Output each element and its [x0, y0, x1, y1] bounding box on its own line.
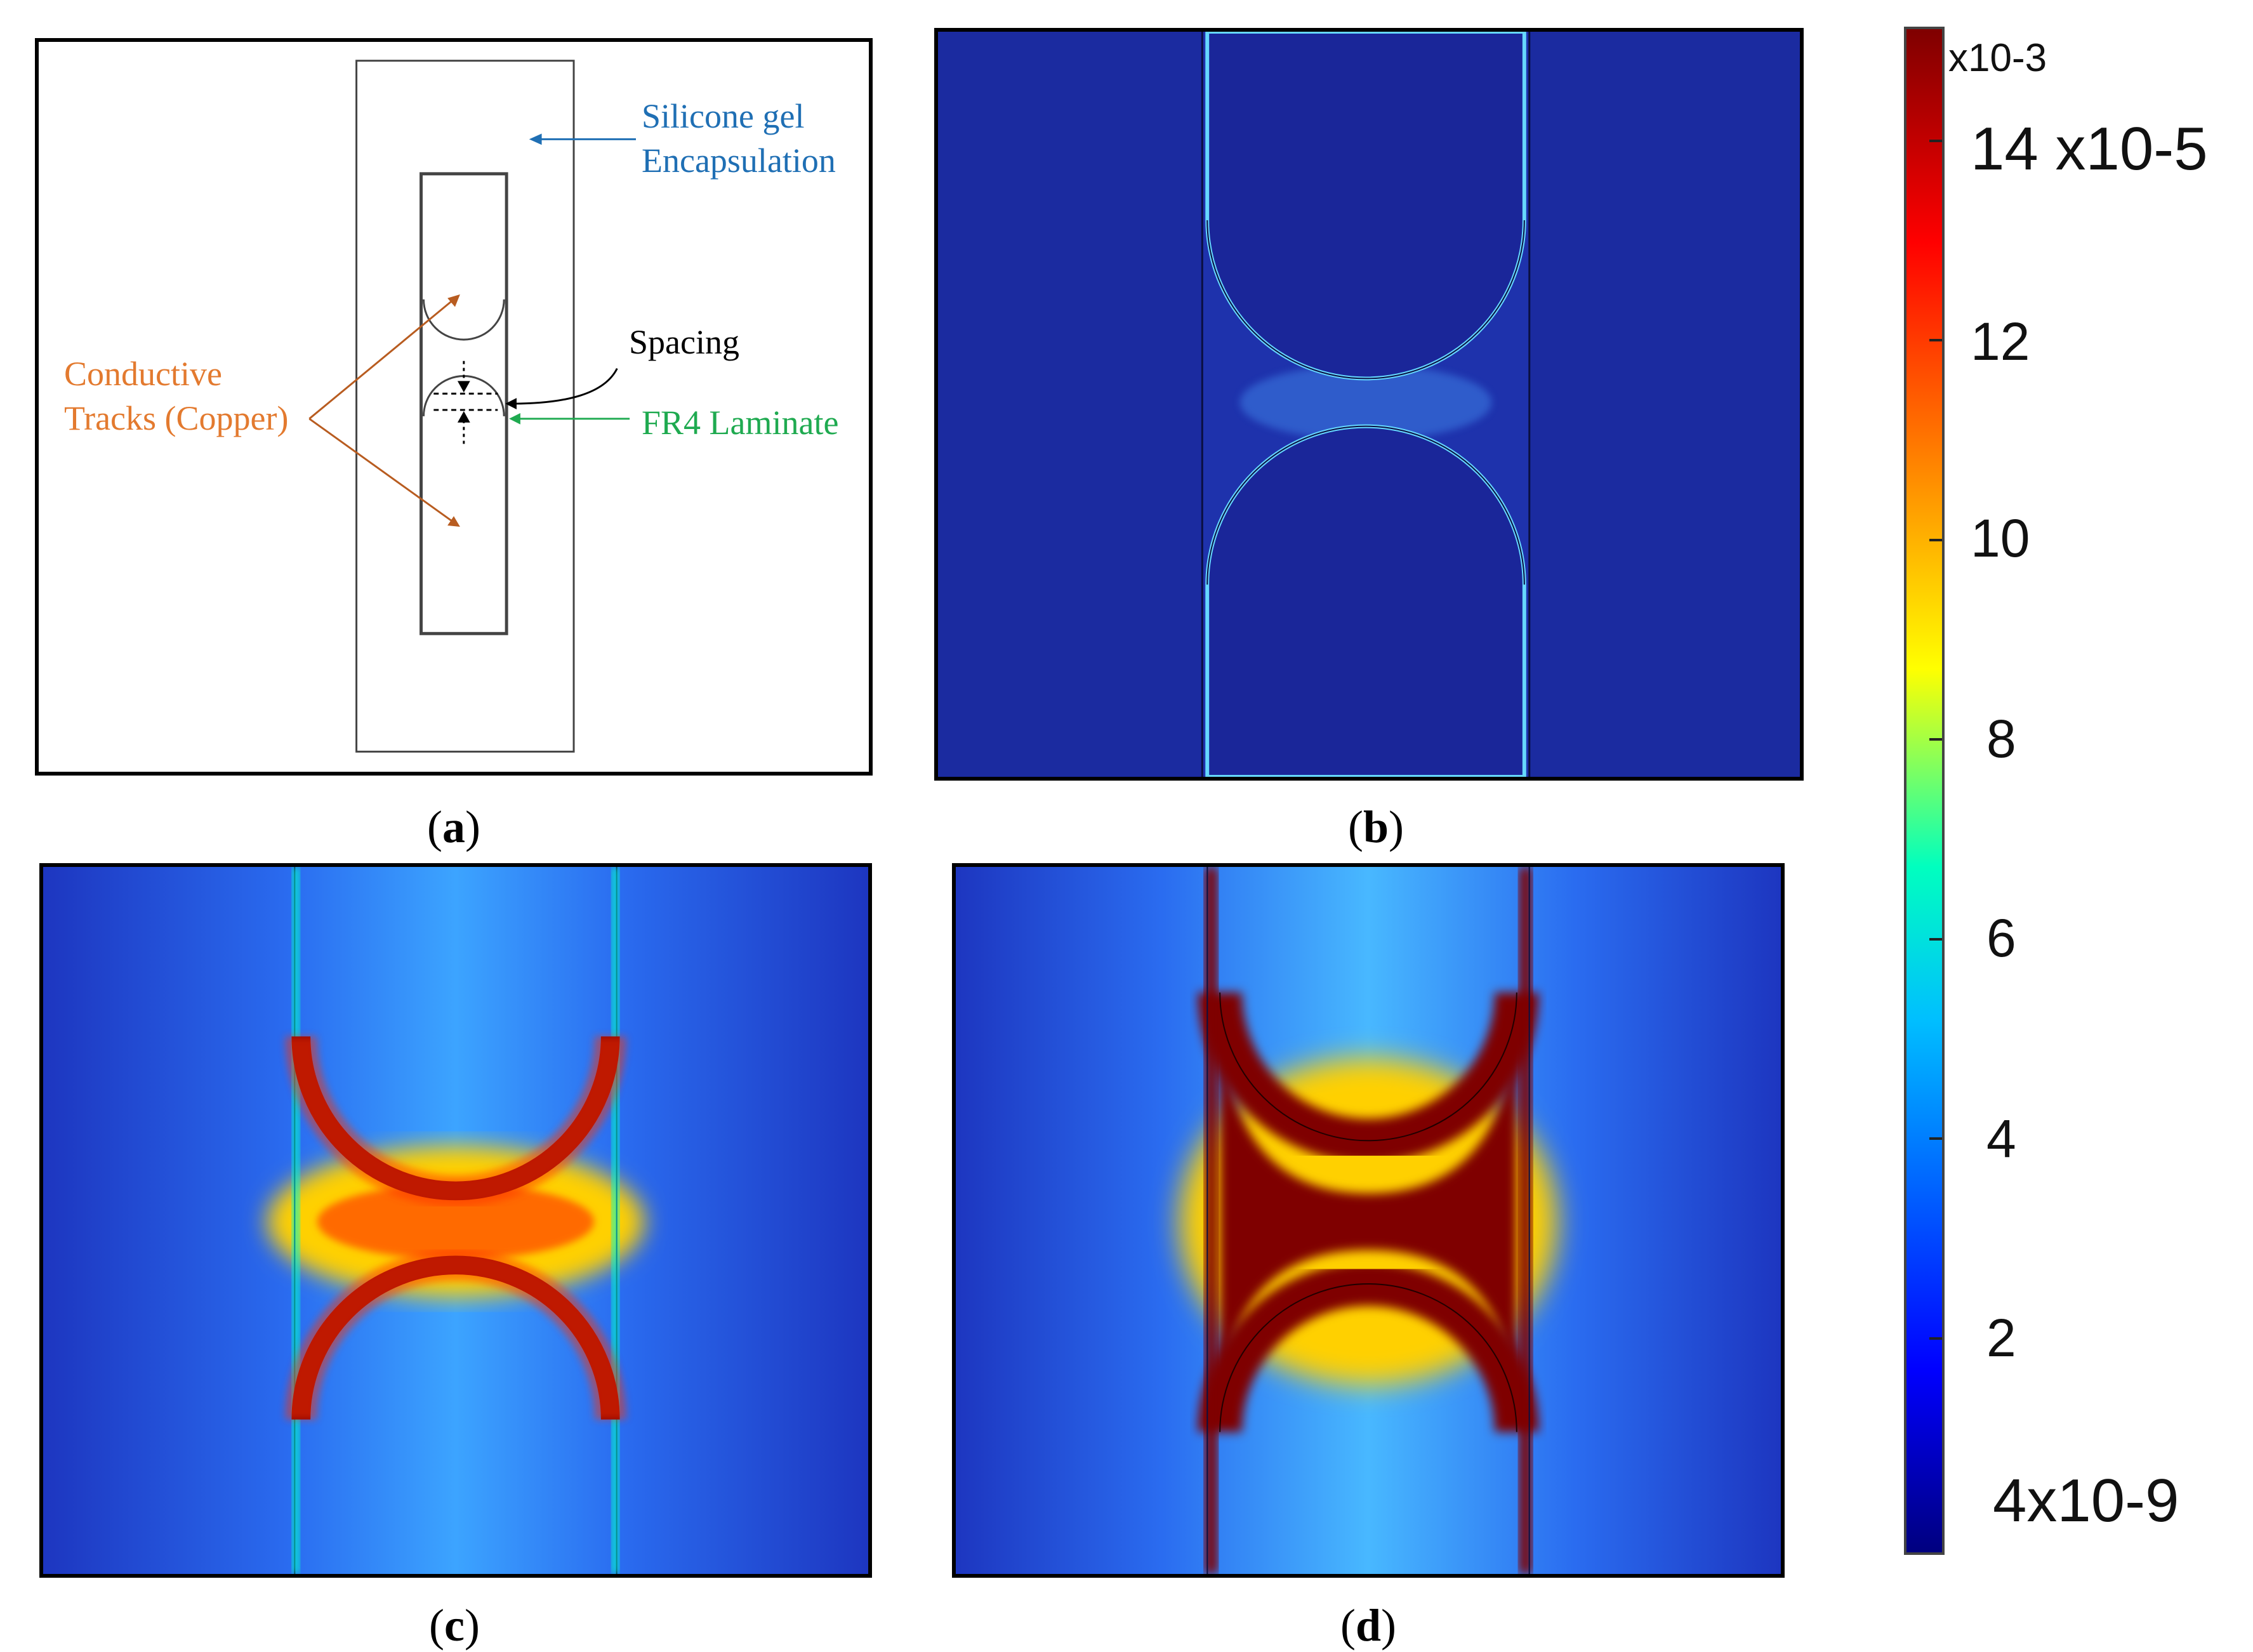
- colorbar-tick-2: 2: [1986, 1308, 2016, 1368]
- silicone-label: Silicone gel Encapsulation: [642, 97, 836, 180]
- spacing-arrow-down-icon: [457, 381, 470, 393]
- panel-c-field: [39, 863, 872, 1578]
- colorbar-tick-8: 8: [1986, 709, 2016, 769]
- conductive-arrow-down-icon: [447, 516, 460, 527]
- fr4-label: FR4 Laminate: [642, 404, 839, 442]
- hot-region: [1220, 992, 1517, 1432]
- colorbar-tick-6: 6: [1986, 908, 2016, 968]
- colorbar-max-label: 14 x10-5: [1971, 115, 2208, 183]
- spacing-pointer-icon: [505, 398, 517, 409]
- caption-b: (b): [1347, 802, 1404, 852]
- panel-a-schematic: Silicone gel Encapsulation Conductive Tr…: [35, 38, 873, 776]
- schematic-drawing: [308, 60, 637, 753]
- conductive-label: Conductive Tracks (Copper): [64, 355, 289, 437]
- laminate-outline: [420, 172, 508, 635]
- colorbar-min-label: 4x10-9: [1993, 1467, 2179, 1535]
- spacing-arrow-up-icon: [457, 411, 470, 423]
- upper-track-arc: [423, 299, 505, 341]
- silicone-arrow-icon: [529, 133, 542, 145]
- colorbar-tick-4: 4: [1986, 1109, 2016, 1168]
- panel-b-field: [934, 28, 1804, 781]
- spacing-label: Spacing: [629, 323, 739, 361]
- fr4-arrow-icon: [509, 413, 520, 425]
- colorbar-tick-12: 12: [1971, 312, 2030, 371]
- track-upper: [1205, 32, 1526, 381]
- track-lower: [1205, 424, 1526, 777]
- panel-d-field: [952, 863, 1785, 1578]
- colorbar-tick-marks: [1904, 27, 1945, 1550]
- caption-c: (c): [429, 1600, 480, 1651]
- colorbar-multiplier: x10-3: [1948, 36, 2047, 80]
- colorbar-tick-10: 10: [1971, 508, 2030, 568]
- conductive-arrow-up-icon: [447, 294, 460, 307]
- caption-a: (a): [427, 802, 480, 852]
- encapsulation-outline: [355, 60, 575, 753]
- caption-d: (d): [1340, 1600, 1396, 1651]
- colorbar: [1904, 27, 1945, 1555]
